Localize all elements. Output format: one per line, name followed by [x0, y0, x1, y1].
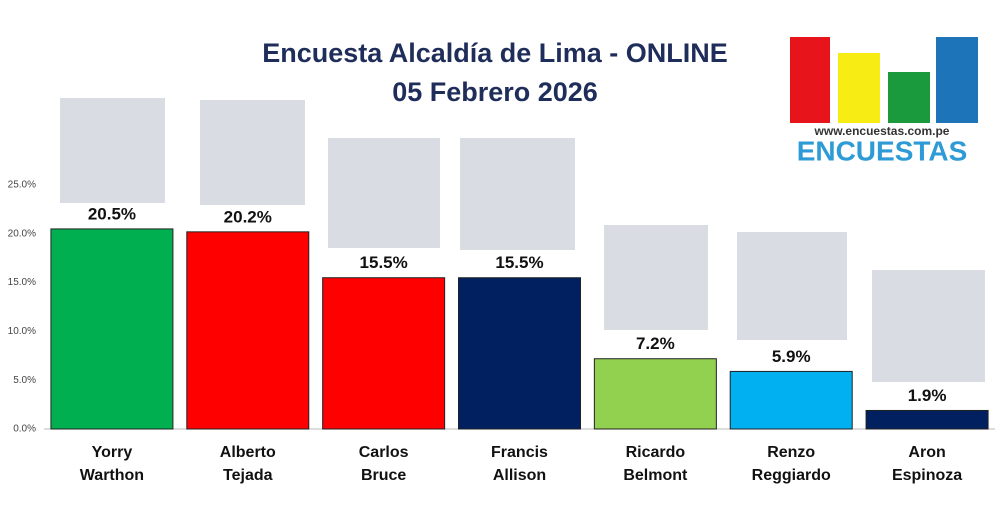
x-tick-label: Alberto Tejada	[220, 444, 276, 484]
x-tick-label: Aron Espinoza	[892, 444, 962, 484]
value-label: 7.2%	[636, 334, 675, 353]
bar	[322, 277, 446, 430]
value-label: 15.5%	[360, 253, 408, 272]
logo-bar	[790, 37, 830, 123]
candidate-photo	[604, 225, 708, 330]
bar	[593, 358, 717, 430]
logo-name: ENCUESTAS	[797, 135, 968, 166]
candidate-photo	[328, 138, 440, 248]
bar	[729, 370, 853, 430]
candidate-photo	[460, 138, 575, 250]
x-tick-label: Francis Allison	[491, 444, 548, 484]
candidate-photo	[737, 232, 847, 340]
value-label: 20.5%	[88, 204, 136, 223]
logo: www.encuestas.com.pe ENCUESTAS	[790, 37, 978, 166]
y-tick-label: 0.0%	[13, 424, 36, 435]
candidate-photo	[200, 100, 305, 205]
y-tick-label: 25.0%	[8, 180, 36, 191]
candidate-photo	[872, 270, 985, 382]
value-label: 5.9%	[772, 347, 811, 366]
bar	[50, 228, 174, 430]
candidate-photo	[60, 98, 165, 203]
x-tick-label: Yorry Warthon	[80, 444, 144, 484]
y-tick-label: 20.0%	[8, 228, 36, 239]
logo-bar	[888, 72, 930, 123]
logo-bar	[936, 37, 978, 123]
bar	[458, 277, 581, 430]
logo-bar	[838, 53, 880, 123]
bar	[186, 231, 310, 430]
chart-subtitle: 05 Febrero 2026	[392, 77, 598, 107]
x-tick-label: Ricardo Belmont	[623, 444, 688, 484]
y-tick-label: 10.0%	[8, 326, 36, 337]
y-tick-label: 5.0%	[13, 375, 36, 386]
value-label: 1.9%	[908, 386, 947, 405]
x-tick-label: Carlos Bruce	[359, 444, 409, 484]
candidate-photos	[60, 98, 985, 382]
x-tick-label: Renzo Reggiardo	[752, 444, 831, 484]
value-label: 20.2%	[224, 207, 272, 226]
logo-url: www.encuestas.com.pe	[814, 124, 950, 138]
value-label: 15.5%	[495, 253, 543, 272]
y-tick-label: 15.0%	[8, 277, 36, 288]
bar	[865, 409, 989, 430]
chart-title: Encuesta Alcaldía de Lima - ONLINE	[262, 38, 728, 68]
